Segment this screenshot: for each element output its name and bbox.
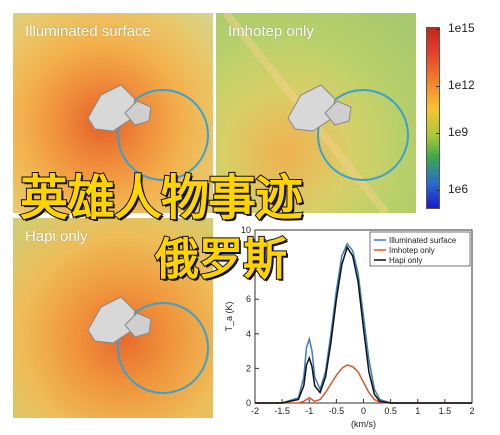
colorbar-tick	[436, 133, 440, 134]
x-tick-label: -1.5	[274, 406, 290, 416]
series-line	[255, 242, 472, 404]
colorbar-tick	[436, 190, 440, 191]
y-tick-label: 8	[246, 260, 251, 270]
x-tick-label: 1.5	[439, 406, 452, 416]
x-tick-label: 0	[361, 406, 366, 416]
spectrum-line-chart: -2 -1.5 -1 -0.5 0 0.5 1 1.5 2 0 2 4 6 8 10 (km/s) T_a (K…	[224, 225, 475, 429]
x-tick-label: -0.5	[329, 406, 345, 416]
colorbar	[426, 27, 440, 209]
y-tick-label: 0	[246, 398, 251, 408]
series-line	[255, 245, 472, 404]
beam-circle	[117, 89, 209, 181]
beam-circle	[317, 89, 409, 181]
legend-entry: Hapi only	[389, 256, 422, 265]
y-tick-label: 10	[241, 225, 251, 235]
x-tick-label: 2	[469, 406, 474, 416]
y-tick-label: 4	[246, 329, 251, 339]
map-imhotep-heatmap	[216, 13, 416, 213]
legend-entry: Imhotep only	[389, 246, 435, 255]
x-tick-label: 1	[415, 406, 420, 416]
y-tick-label: 6	[246, 294, 251, 304]
y-tick-label: 2	[246, 363, 251, 373]
x-axis-label: (km/s)	[351, 419, 376, 429]
legend-box	[369, 231, 471, 267]
colorbar-label: 1e6	[448, 182, 469, 196]
colorbar-tick	[436, 29, 440, 30]
panel-title: Illuminated surface	[25, 23, 151, 40]
colorbar-label: 1e12	[448, 78, 475, 92]
x-tick-label: 0.5	[384, 406, 397, 416]
y-axis-label: T_a (K)	[224, 301, 234, 331]
map-panel-illuminated: Illuminated surface	[13, 13, 213, 213]
legend-entry: Illuminated surface	[389, 236, 457, 245]
map-panel-imhotep: Imhotep only	[216, 13, 416, 213]
overlay-title: 英雄人物事迹	[19, 169, 304, 227]
x-tick-label: -2	[251, 406, 259, 416]
colorbar-label: 1e15	[448, 21, 475, 35]
panel-title: Hapi only	[25, 228, 88, 245]
beam-circle	[117, 302, 209, 394]
map-illuminated-heatmap	[13, 13, 213, 213]
colorbar-label: 1e9	[448, 125, 469, 139]
map-hapi-heatmap	[13, 218, 213, 418]
overlay-subtitle: 俄罗斯	[154, 233, 288, 286]
panel-title: Imhotep only	[228, 23, 314, 40]
colorbar-tick	[436, 86, 440, 87]
x-tick-label: -1	[305, 406, 313, 416]
map-panel-hapi: Hapi only	[13, 218, 213, 418]
